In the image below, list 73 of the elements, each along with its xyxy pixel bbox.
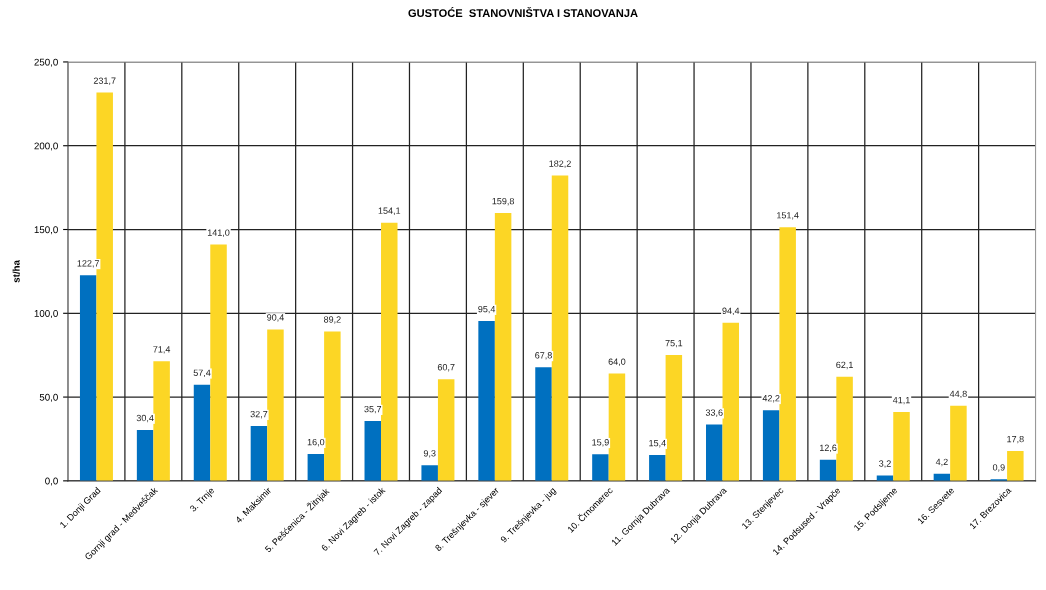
data-label: 32,7 [250,410,268,419]
data-label: 64,0 [608,358,626,366]
bar [153,361,170,481]
bar [136,429,154,481]
data-label: 3,2 [879,460,891,468]
bar [267,329,284,481]
data-label: 33,6 [705,409,723,417]
data-label: 67,8 [535,352,552,360]
data-label: 9,3 [423,450,436,458]
data-label: 15,4 [649,440,666,448]
data-label: 75,1 [665,339,683,348]
bar [437,379,455,481]
bar [608,373,626,481]
bar [762,410,780,481]
data-label: 89,2 [323,316,341,324]
data-label: 12,6 [819,444,837,453]
chart-title: GUSTOĆE STANOVNIŠTVA I STANOVANJA [408,6,638,18]
bar [779,227,796,481]
data-label: 17,8 [1007,435,1024,444]
data-label: 41,1 [892,396,910,405]
data-label: 122,7 [77,260,100,268]
y-tick-label: 200,0 [34,142,58,151]
y-tick-label: 250,0 [34,58,58,67]
bar [649,455,666,481]
bar [836,376,853,481]
data-label: 15,9 [592,439,609,447]
bar [478,321,495,481]
bar [893,411,910,481]
y-axis-title: st/ha [12,259,20,283]
bar [592,454,609,481]
data-label: 231,7 [93,77,116,85]
bar [494,213,512,481]
data-label: 182,2 [549,160,571,168]
data-label: 94,4 [722,307,740,316]
data-label: 154,1 [378,207,401,215]
data-label: 30,4 [136,414,154,423]
bar [364,421,382,481]
bar [381,222,398,481]
bar [876,475,894,481]
data-label: 35,7 [364,405,382,414]
data-label: 42,2 [762,395,780,403]
data-label: 159,8 [492,197,515,206]
data-label: 90,4 [267,314,284,322]
data-label: 151,4 [777,212,799,220]
bar [79,275,97,481]
data-label: 71,4 [153,346,171,354]
data-label: 141,0 [207,229,230,237]
data-label: 0,9 [992,464,1005,472]
bar [193,384,211,481]
bar [1007,451,1024,481]
data-label: 16,0 [307,438,325,447]
bar [665,355,683,481]
bar [551,175,569,481]
data-label: 60,7 [437,364,455,372]
bar [722,322,740,481]
bar [819,459,837,481]
bar [210,244,227,481]
data-label: 4,2 [935,458,948,467]
bar [706,424,723,481]
bar [535,367,552,481]
bar [950,405,967,481]
y-tick-label: 150,0 [34,226,58,235]
bar [324,331,341,481]
data-label: 62,1 [836,361,853,370]
y-tick-label: 0,0 [45,477,58,486]
y-tick-label: 50,0 [39,393,58,402]
data-label: 95,4 [478,305,496,314]
bar [421,465,438,481]
data-label: 57,4 [193,369,211,378]
bar [307,454,325,481]
data-label: 44,8 [949,390,967,399]
bar [250,426,268,481]
y-tick-label: 100,0 [34,310,58,319]
